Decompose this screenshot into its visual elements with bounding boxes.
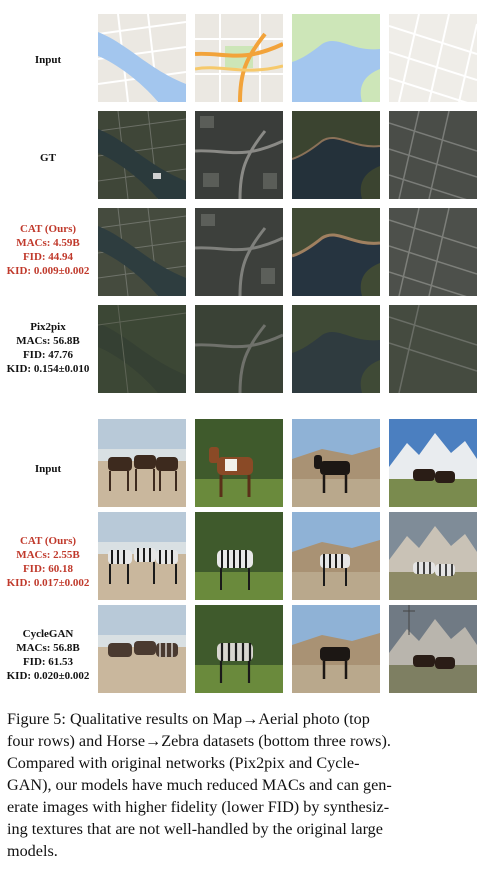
horse-input-image (292, 419, 380, 507)
horse-input-image (195, 419, 283, 507)
label-line: CAT (Ours) (19, 223, 77, 235)
label-line: KID: 0.009±0.002 (6, 265, 90, 277)
cat-aerial-image (195, 208, 283, 296)
cat-zebra-image (389, 512, 477, 600)
gt-aerial-image (292, 111, 380, 199)
cyclegan-zebra-image (98, 605, 186, 693)
pix2pix-aerial-image (195, 305, 283, 393)
map-input-image (292, 14, 380, 102)
caption-line: Compared with original networks (Pix2pix… (7, 754, 360, 772)
row-label-gt: GT (0, 151, 96, 165)
pix2pix-aerial-image (292, 305, 380, 393)
row-label-input-horse: Input (0, 462, 96, 476)
label-line: CycleGAN (22, 628, 74, 640)
caption-line: Figure 5: Qualitative results on Map→Aer… (7, 710, 370, 728)
label-line: MACs: 4.59B (16, 237, 80, 249)
map-input-image (98, 14, 186, 102)
caption-line: four rows) and Horse→Zebra datasets (bot… (7, 732, 391, 750)
pix2pix-aerial-image (389, 305, 477, 393)
label-line: CAT (Ours) (19, 535, 77, 547)
row-label-cyclegan: CycleGAN MACs: 56.8B FID: 61.53 KID: 0.0… (0, 627, 96, 683)
cyclegan-zebra-image (195, 605, 283, 693)
row-label-pix2pix: Pix2pix MACs: 56.8B FID: 47.76 KID: 0.15… (0, 320, 96, 376)
label-line: FID: 47.76 (22, 349, 74, 361)
caption-line: erate images with higher fidelity (lower… (7, 798, 390, 816)
gt-aerial-image (98, 111, 186, 199)
row-label-input-map: Input (0, 53, 96, 67)
map-input-image (389, 14, 477, 102)
label-line: KID: 0.154±0.010 (6, 363, 90, 375)
figure-caption: Figure 5: Qualitative results on Map→Aer… (7, 708, 489, 862)
row-label-cat-horse: CAT (Ours) MACs: 2.55B FID: 60.18 KID: 0… (0, 534, 96, 590)
cat-aerial-image (389, 208, 477, 296)
label-line: FID: 60.18 (22, 563, 74, 575)
label-line: KID: 0.020±0.002 (6, 670, 90, 682)
caption-line: GAN), our models have much reduced MACs … (7, 776, 392, 794)
label-line: MACs: 56.8B (16, 642, 80, 654)
cat-zebra-image (292, 512, 380, 600)
gt-aerial-image (195, 111, 283, 199)
cyclegan-zebra-image (389, 605, 477, 693)
label-line: MACs: 2.55B (16, 549, 80, 561)
cat-zebra-image (195, 512, 283, 600)
label-line: Input (34, 463, 62, 475)
cat-aerial-image (292, 208, 380, 296)
caption-line: ing textures that are not well-handled b… (7, 820, 383, 838)
label-line: Input (34, 54, 62, 66)
horse-input-image (98, 419, 186, 507)
cat-aerial-image (98, 208, 186, 296)
label-line: Pix2pix (30, 321, 66, 333)
gt-aerial-image (389, 111, 477, 199)
label-line: GT (40, 152, 56, 164)
map-input-image (195, 14, 283, 102)
cat-zebra-image (98, 512, 186, 600)
label-line: FID: 61.53 (22, 656, 74, 668)
caption-line: models. (7, 842, 58, 860)
row-label-cat-map: CAT (Ours) MACs: 4.59B FID: 44.94 KID: 0… (0, 222, 96, 278)
cyclegan-zebra-image (292, 605, 380, 693)
pix2pix-aerial-image (98, 305, 186, 393)
label-line: MACs: 56.8B (16, 335, 80, 347)
label-line: KID: 0.017±0.002 (6, 577, 90, 589)
horse-input-image (389, 419, 477, 507)
label-line: FID: 44.94 (22, 251, 74, 263)
